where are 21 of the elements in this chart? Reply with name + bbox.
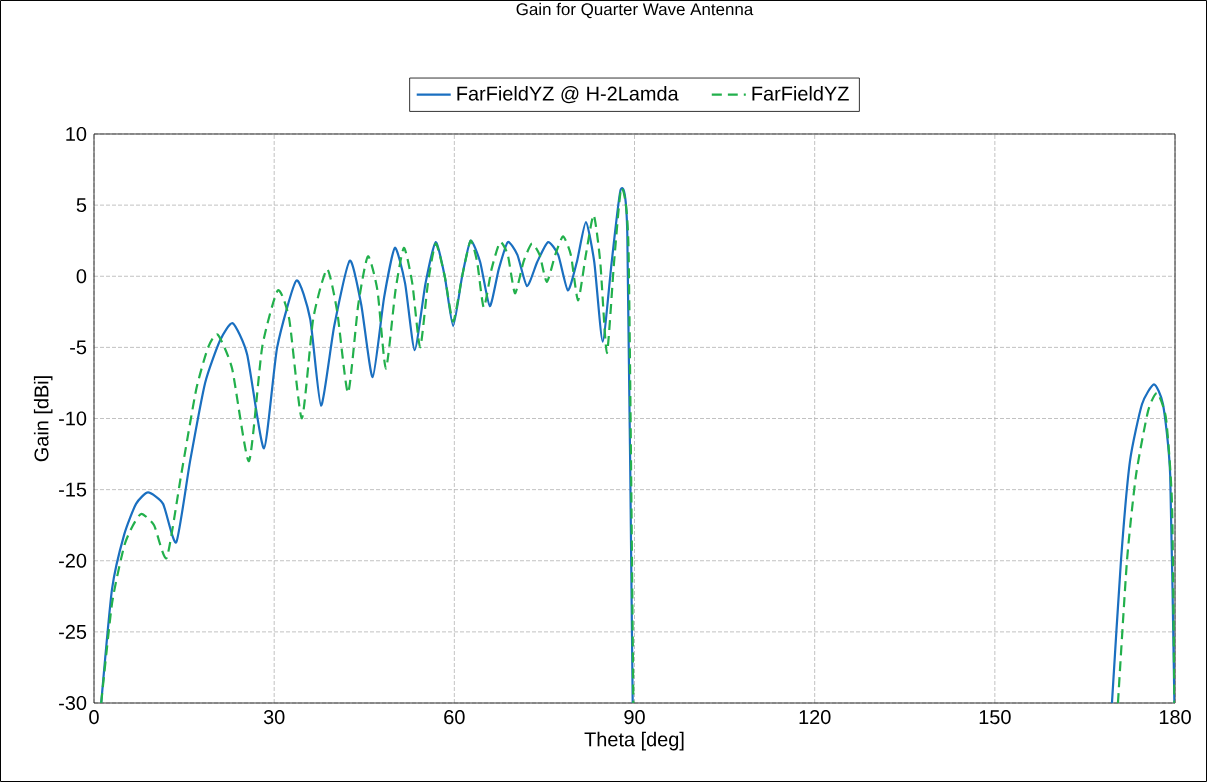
legend-label: FarFieldYZ <box>752 86 849 101</box>
y-tick-label: -15 <box>59 482 87 497</box>
y-axis-title: Gain [dBi] <box>33 376 53 462</box>
x-tick-label: 90 <box>624 710 645 725</box>
y-tick-label: -30 <box>59 695 87 711</box>
x-tick-label: 60 <box>444 710 465 725</box>
x-tick-label: 30 <box>263 710 285 725</box>
y-tick-label: 5 <box>76 198 87 213</box>
x-axis-title: Theta [deg] <box>584 731 684 751</box>
y-tick-label: 10 <box>66 126 87 142</box>
legend-label: FarFieldYZ @ H-2Lamda <box>457 86 679 104</box>
y-tick-label: -10 <box>59 411 87 426</box>
y-tick-label: -20 <box>59 553 87 568</box>
x-tick-label: 180 <box>1159 710 1191 725</box>
y-tick-label: 0 <box>76 269 87 284</box>
x-tick-label: 120 <box>799 710 831 725</box>
x-tick-label: 150 <box>979 710 1011 725</box>
y-tick-label: -5 <box>70 340 87 355</box>
y-tick-label: -25 <box>59 624 87 639</box>
x-tick-label: 0 <box>89 710 99 725</box>
chart-title: Gain for Quarter Wave Antenna <box>516 2 754 19</box>
